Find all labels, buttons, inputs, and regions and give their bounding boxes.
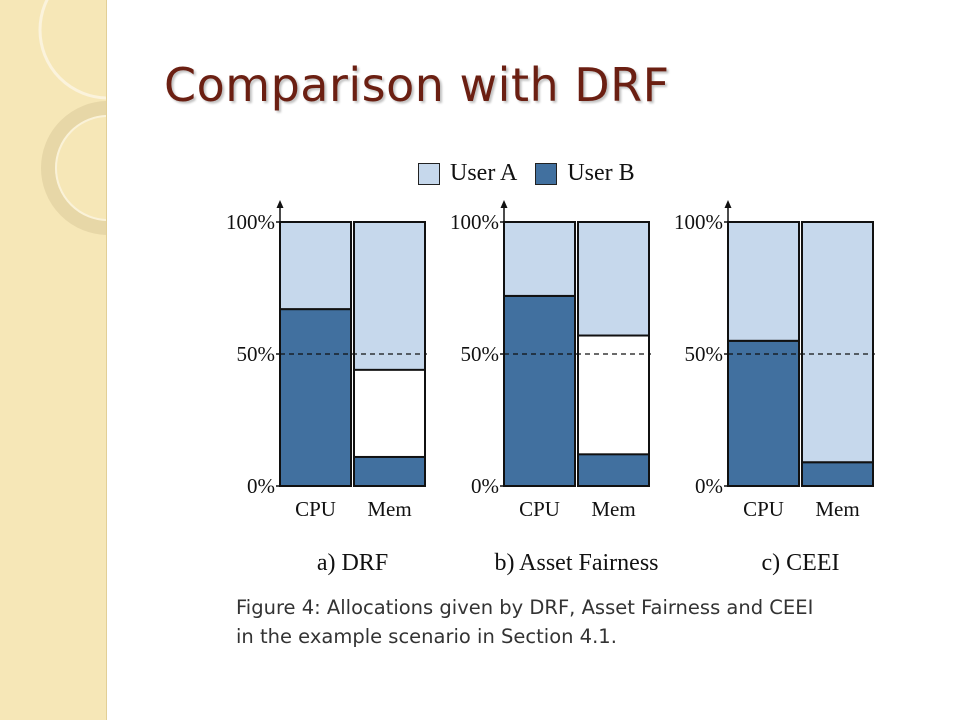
figure-caption: Figure 4: Allocations given by DRF, Asse… [236, 593, 896, 651]
bar-user-a-cpu [727, 221, 800, 342]
legend-item-user-b: User B [535, 160, 635, 187]
caption-line-1: Figure 4: Allocations given by DRF, Asse… [236, 596, 814, 619]
slide-title: Comparison with DRF [164, 58, 670, 112]
y-tick-label: 0% [695, 474, 723, 498]
y-tick-label: 0% [247, 474, 275, 498]
x-tick-label-mem: Mem [591, 497, 635, 521]
panel-title: a) DRF [317, 550, 388, 576]
y-axis-arrow [276, 200, 284, 208]
y-tick-label: 50% [685, 342, 724, 366]
y-tick-label: 50% [237, 342, 276, 366]
y-tick-label: 0% [471, 474, 499, 498]
y-axis-arrow [500, 200, 508, 208]
bar-user-b-mem [353, 455, 426, 487]
bar-user-a-cpu [503, 221, 576, 297]
decorative-sidebar [0, 0, 107, 720]
legend-label-user-a: User A [450, 160, 518, 186]
bar-user-a-mem [353, 221, 426, 371]
panel-title: c) CEEI [762, 550, 840, 576]
y-tick-label: 50% [461, 342, 500, 366]
y-tick-label: 100% [226, 210, 275, 234]
legend-swatch-user-b [535, 162, 558, 185]
chart-legend: User A User B [418, 160, 653, 187]
y-axis-arrow [724, 200, 732, 208]
caption-line-2: in the example scenario in Section 4.1. [236, 625, 617, 648]
bar-user-a-mem [577, 221, 650, 337]
bar-user-b-cpu [503, 294, 576, 488]
bar-user-b-mem [577, 453, 650, 488]
bar-user-b-mem [801, 461, 874, 487]
x-tick-label-mem: Mem [367, 497, 411, 521]
legend-label-user-b: User B [567, 160, 635, 186]
legend-swatch-user-a [418, 162, 440, 185]
legend-item-user-a: User A [418, 160, 517, 187]
x-tick-label-cpu: CPU [295, 497, 336, 521]
bar-user-a-mem [801, 221, 874, 464]
bar-user-b-cpu [279, 308, 352, 487]
x-tick-label-cpu: CPU [519, 497, 560, 521]
y-tick-label: 100% [450, 210, 499, 234]
bar-user-a-cpu [279, 221, 352, 311]
sidebar-circles-graphic [38, 0, 106, 235]
y-tick-label: 100% [674, 210, 723, 234]
x-tick-label-cpu: CPU [743, 497, 784, 521]
x-tick-label-mem: Mem [815, 497, 859, 521]
panel-title: b) Asset Fairness [495, 550, 659, 576]
bar-user-b-cpu [727, 339, 800, 487]
